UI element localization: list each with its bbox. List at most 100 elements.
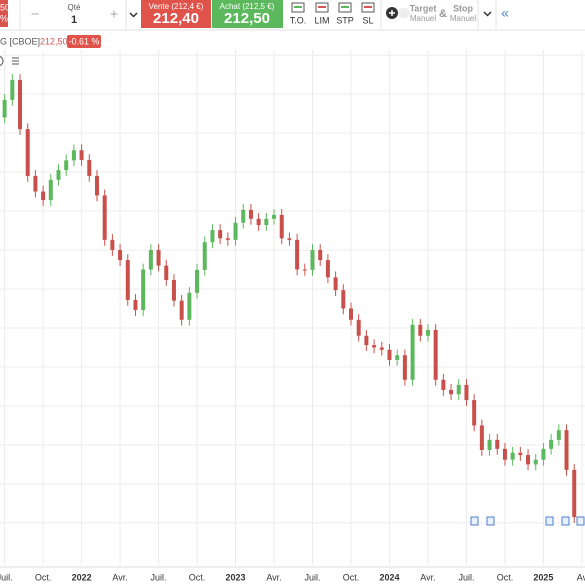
candle-body [402,355,407,380]
sell-button[interactable] [141,0,211,28]
event-marker[interactable] [486,516,495,526]
buy-label: Achat (212,5 €) [220,2,275,11]
candle-body [18,80,23,130]
candle-body [456,384,461,395]
order-type-button[interactable]: T.O. [290,2,307,25]
candle-body [533,459,538,465]
price-badge [0,0,8,27]
candle-body [79,150,84,160]
candle-body [164,265,169,281]
candle-body [171,280,176,301]
candle-body [295,239,300,270]
candle-body [495,439,500,449]
candle-body [41,191,46,201]
candle-body [33,175,38,192]
candle-body [71,150,76,161]
event-marker[interactable] [470,516,479,526]
candle-body [148,249,153,270]
candle-body [302,269,307,271]
candle-body [518,452,523,456]
x-tick-label: 2025 [533,572,553,582]
candle-body [195,269,200,293]
x-tick-label: Avr. [420,572,435,582]
candle-body [356,319,361,336]
candle-body [202,242,207,270]
candle-body [125,260,130,300]
tool-icon[interactable] [0,55,4,67]
candle-body [279,214,284,239]
x-tick-label: Oct. [189,572,206,582]
order-type-button[interactable]: STP [336,2,354,25]
order-type-label: SL [362,15,373,25]
chevron[interactable] [483,11,492,17]
candle-body [410,324,415,380]
candle-body [141,269,146,311]
candle-body [541,448,546,460]
list-icon[interactable] [12,57,19,65]
x-tick-label: 2022 [72,572,92,582]
candle-body [110,239,115,250]
candle-body [341,290,346,309]
event-marker[interactable] [561,516,570,526]
candle-body [133,299,138,311]
target-label[interactable]: Target [410,3,437,13]
qty-minus[interactable]: − [31,6,39,22]
instrument-name: G [CBOE] [0,36,40,46]
candle-body [472,400,477,426]
amp: & [439,8,447,20]
event-markers [470,516,585,526]
pct-cut: % [0,13,8,23]
x-tick-label: Oct. [35,572,52,582]
candle-body [418,324,423,336]
qty-value[interactable]: 1 [71,14,77,26]
candle-body [325,260,330,278]
event-marker[interactable] [576,516,585,526]
candle-body [218,230,223,239]
candle-body [387,349,392,360]
candle-body [118,249,123,261]
candle-body [210,230,215,243]
candle-body [395,355,400,360]
candle-body [2,99,7,118]
candle-body [102,195,107,240]
candle-body [233,222,238,240]
candle-body [349,308,353,320]
candle-body [464,384,469,401]
candle-body [318,249,323,261]
chevron[interactable] [129,12,138,18]
candle-body [187,292,192,320]
instrument-change: -0.61 % [68,36,99,46]
candle-body [433,329,438,380]
buy-price: 212,50 [224,10,270,27]
stop-label[interactable]: Stop [453,3,473,13]
order-type-label: STP [336,15,354,25]
candle-body [526,455,531,465]
candle-body [272,214,277,219]
x-tick-label: 2024 [379,572,399,582]
candle-body [487,439,492,450]
candle-body [64,160,69,171]
buy-button[interactable] [212,0,283,28]
candle-body [241,209,246,223]
toggle-track[interactable] [398,8,410,18]
order-type-button[interactable]: LIM [314,2,330,25]
stop-sub: Manuel [450,14,476,23]
candle-body [556,430,561,440]
collapse[interactable]: « [501,5,509,21]
sell-label: Vente (212,4 €) [149,2,204,11]
x-tick-label: Juil. [305,572,321,582]
x-tick-label: Oct. [497,572,514,582]
candle-body [502,448,507,460]
candle-body [364,335,369,346]
candle-body [425,329,430,336]
candle-body [310,249,315,270]
x-tick-label: Av [577,572,585,582]
candle-body [179,300,184,320]
qty-plus[interactable]: + [110,6,118,22]
candle-body [287,238,292,240]
order-type-button[interactable]: SL [361,2,375,25]
event-marker[interactable] [545,516,554,526]
candle-body [333,277,338,291]
x-tick-label: Avr. [266,572,281,582]
